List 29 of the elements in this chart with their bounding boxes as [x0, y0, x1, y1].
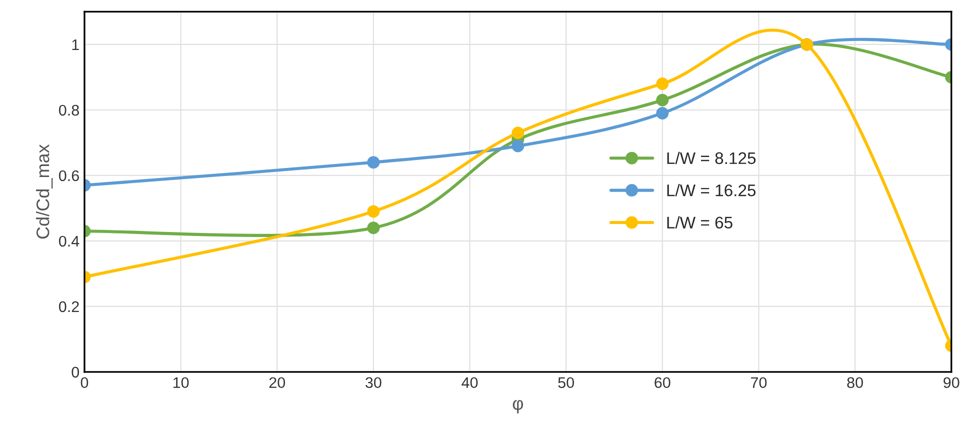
x-tick-label: 30: [366, 377, 382, 388]
point: [367, 156, 380, 169]
x-axis-title: φ: [512, 400, 524, 414]
x-tick-label: 80: [847, 377, 863, 388]
y-tick-label: 0: [72, 366, 80, 378]
legend-label: L/W = 65: [667, 216, 732, 229]
y-tick-label: 1: [72, 39, 79, 50]
y-tick-label: 0.4: [58, 236, 80, 247]
point: [656, 106, 669, 120]
point: [512, 140, 524, 152]
y-tick-label: 0.2: [58, 301, 79, 312]
point: [656, 78, 669, 90]
y-tick-label: 0.8: [58, 104, 79, 116]
x-tick-label: 90: [944, 377, 960, 388]
point: [367, 205, 380, 218]
y-tick-label: 0.6: [58, 170, 79, 182]
point: [367, 222, 380, 234]
y-axis-title: Cd/Cd_max: [36, 144, 53, 239]
x-tick-label: 50: [558, 377, 574, 388]
x-tick-label: 70: [751, 377, 767, 388]
x-tick-label: 40: [462, 377, 478, 388]
legend-label: L/W = 8.125: [667, 152, 756, 164]
x-tick-label: 0: [80, 377, 88, 388]
legend-label: L/W = 16.25: [667, 184, 756, 196]
x-tick-label: 60: [654, 377, 670, 388]
x-tick-label: 10: [173, 377, 189, 388]
x-tick-label: 20: [269, 377, 286, 388]
point: [656, 94, 669, 106]
point: [512, 126, 524, 140]
